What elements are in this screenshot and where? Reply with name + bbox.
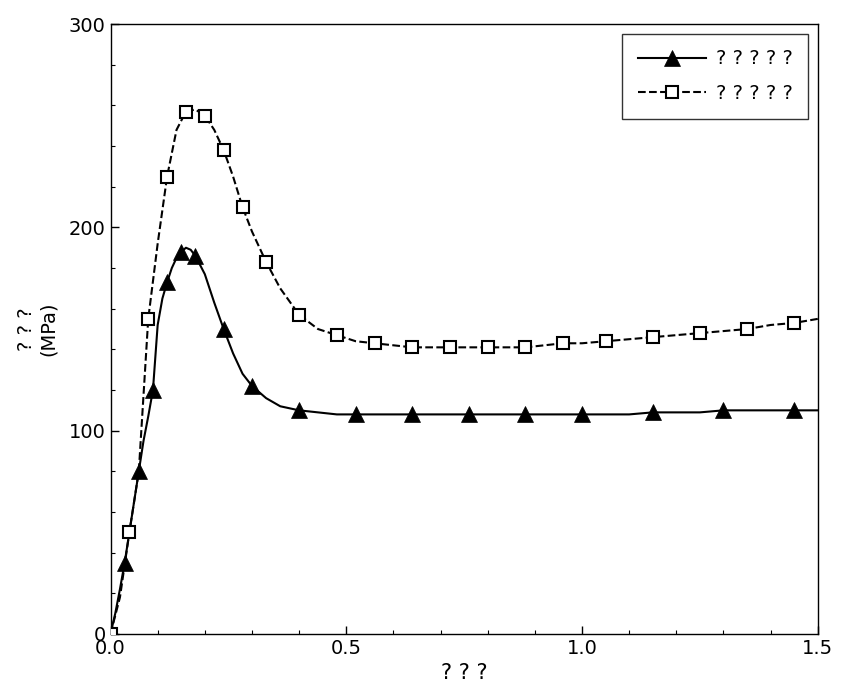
? ? ? ? ? <box>370 410 380 419</box>
? ? ? ? ? <box>115 593 125 601</box>
? ? ? ? ? <box>694 329 705 337</box>
Legend: ? ? ? ? ?, ? ? ? ? ?: ? ? ? ? ?, ? ? ? ? ? <box>622 34 808 118</box>
? ? ? ? ? <box>275 284 286 293</box>
? ? ? ? ? <box>143 315 153 323</box>
? ? ? ? ? <box>502 343 512 351</box>
? ? ? ? ? <box>672 331 682 340</box>
? ? ? ? ? <box>813 406 823 414</box>
? ? ? ? ? <box>558 410 569 419</box>
? ? ? ? ? <box>332 331 342 340</box>
? ? ? ? ? <box>261 258 271 266</box>
? ? ? ? ? <box>520 343 530 351</box>
? ? ? ? ? <box>246 228 257 236</box>
? ? ? ? ? <box>600 337 610 345</box>
? ? ? ? ? <box>181 244 191 252</box>
? ? ? ? ? <box>624 335 634 344</box>
? ? ? ? ? <box>464 343 474 351</box>
? ? ? ? ? <box>209 126 219 134</box>
? ? ? ? ? <box>445 343 455 351</box>
Line: ? ? ? ? ?: ? ? ? ? ? <box>105 104 824 640</box>
Y-axis label: ? ? ?
(MPa): ? ? ? (MPa) <box>17 302 58 356</box>
? ? ? ? ? <box>313 325 323 333</box>
? ? ? ? ? <box>718 327 728 335</box>
? ? ? ? ? <box>407 343 417 351</box>
? ? ? ? ? <box>133 467 144 475</box>
? ? ? ? ? <box>558 339 569 347</box>
? ? ? ? ? <box>294 311 304 319</box>
? ? ? ? ? <box>813 315 823 323</box>
? ? ? ? ? <box>105 630 116 638</box>
? ? ? ? ? <box>218 146 229 155</box>
? ? ? ? ? <box>237 203 247 211</box>
? ? ? ? ? <box>124 528 134 536</box>
? ? ? ? ? <box>426 343 436 351</box>
? ? ? ? ? <box>228 172 238 181</box>
? ? ? ? ? <box>370 339 380 347</box>
? ? ? ? ? <box>190 105 201 113</box>
? ? ? ? ? <box>162 172 173 181</box>
? ? ? ? ? <box>105 630 116 638</box>
? ? ? ? ? <box>172 126 182 134</box>
? ? ? ? ? <box>789 318 799 327</box>
? ? ? ? ? <box>694 408 705 416</box>
? ? ? ? ? <box>200 111 210 120</box>
? ? ? ? ? <box>426 410 436 419</box>
? ? ? ? ? <box>483 343 493 351</box>
? ? ? ? ? <box>648 333 658 342</box>
X-axis label: ? ? ?: ? ? ? <box>441 664 487 683</box>
? ? ? ? ? <box>766 321 776 329</box>
? ? ? ? ? <box>152 239 162 248</box>
? ? ? ? ? <box>181 107 191 116</box>
? ? ? ? ? <box>388 341 399 349</box>
? ? ? ? ? <box>350 337 360 345</box>
? ? ? ? ? <box>742 325 752 333</box>
? ? ? ? ? <box>577 339 587 347</box>
? ? ? ? ? <box>172 253 182 262</box>
? ? ? ? ? <box>539 341 549 349</box>
? ? ? ? ? <box>388 410 399 419</box>
Line: ? ? ? ? ?: ? ? ? ? ? <box>103 240 825 642</box>
